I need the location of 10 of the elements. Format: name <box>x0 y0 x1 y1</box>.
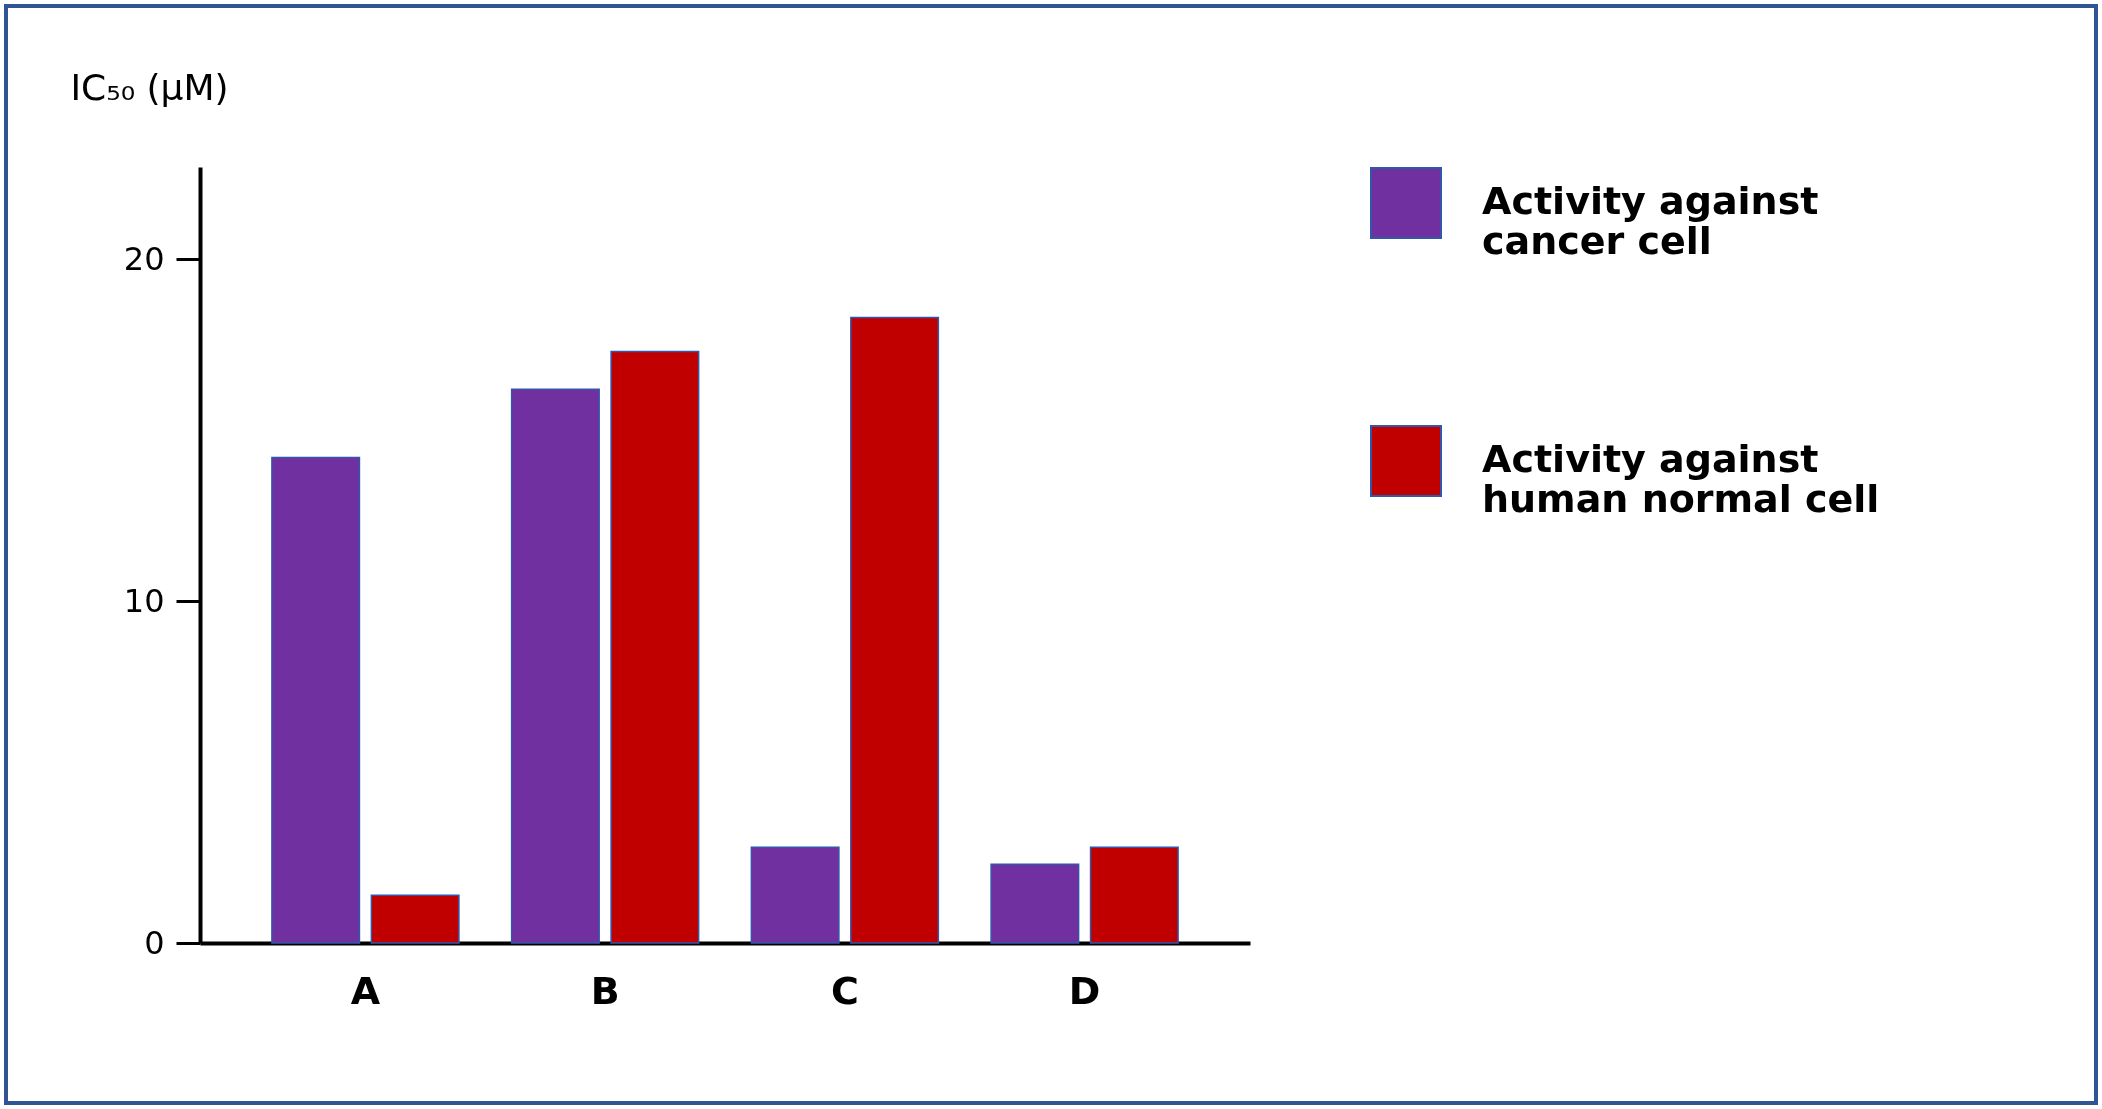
x-tick-label: D <box>1068 968 1101 1013</box>
x-tick-label: A <box>350 968 381 1013</box>
y-tick-label: 0 <box>144 923 165 962</box>
y-tick-label: 20 <box>123 239 165 278</box>
legend-label: Activity against cancer cell <box>1482 179 1819 263</box>
x-tick-label: B <box>590 968 620 1013</box>
legend-label: Activity against human normal cell <box>1482 437 1880 521</box>
x-tick-label: C <box>830 968 859 1013</box>
y-axis-title: IC₅₀ (μM) <box>70 66 229 108</box>
y-tick-label: 10 <box>123 581 165 620</box>
